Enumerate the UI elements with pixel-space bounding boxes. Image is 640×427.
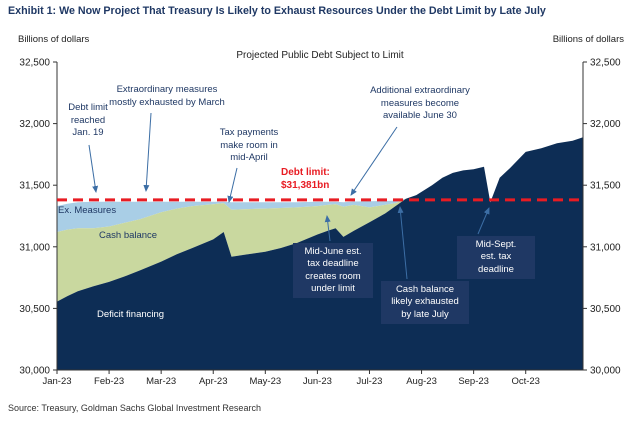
y-tick-label-left: 31,000 — [19, 242, 50, 253]
y-tick-label-left: 30,000 — [19, 366, 50, 377]
chart-title: Projected Public Debt Subject to Limit — [236, 50, 404, 61]
annotation-cash-exhausted: Cash balance likely exhausted by late Ju… — [381, 281, 469, 325]
annotation-arrow — [143, 112, 152, 192]
y-tick-label-right: 31,000 — [590, 242, 621, 253]
annotation-midsept-tax-deadline: Mid-Sept. est. tax deadline — [457, 236, 535, 280]
y-tick-label-right: 32,000 — [590, 119, 621, 130]
debt-limit-callout: Debt limit: $31,381bn — [281, 167, 330, 191]
y-tick-label-left: 32,000 — [19, 119, 50, 130]
y-axis-unit-right: Billions of dollars — [552, 34, 624, 45]
x-tick-label: Jun-23 — [303, 376, 332, 387]
annotation-debt-limit-reached: Debt limit reached Jan. 19 — [68, 102, 108, 139]
x-tick-label: Jul-23 — [357, 376, 383, 387]
y-tick-label-right: 31,500 — [590, 181, 621, 192]
area-label-cash-balance: Cash balance — [99, 230, 158, 241]
x-tick-label: Feb-23 — [94, 376, 124, 387]
area-cash-balance — [57, 137, 583, 302]
x-tick-label: Sep-23 — [458, 376, 489, 387]
exhibit-title: Exhibit 1: We Now Project That Treasury … — [8, 5, 546, 17]
x-tick-label: Mar-23 — [146, 376, 176, 387]
source-note: Source: Treasury, Goldman Sachs Global I… — [8, 403, 261, 413]
y-tick-label-right: 32,500 — [590, 58, 621, 69]
annotation-arrow — [324, 215, 331, 242]
annotation-arrow — [397, 206, 408, 280]
annotation-tax-payments: Tax payments make room in mid-April — [219, 127, 279, 164]
x-tick-label: May-23 — [249, 376, 281, 387]
area-label-ex-measures: Ex. Measures — [58, 205, 117, 216]
area-ex-measures — [57, 137, 583, 232]
y-tick-label-right: 30,500 — [590, 304, 621, 315]
y-tick-label-left: 31,500 — [19, 181, 50, 192]
y-tick-label-right: 30,000 — [590, 366, 621, 377]
x-tick-label: Oct-23 — [511, 376, 540, 387]
annotation-arrow — [227, 167, 238, 203]
annotation-additional-extraordinary-measures: Additional extraordinary measures become… — [370, 85, 470, 122]
y-tick-label-left: 30,500 — [19, 304, 50, 315]
x-tick-label: Apr-23 — [199, 376, 228, 387]
x-tick-label: Jan-23 — [42, 376, 71, 387]
annotation-extraordinary-measures: Extraordinary measures mostly exhausted … — [109, 84, 225, 108]
x-tick-label: Aug-23 — [406, 376, 437, 387]
annotation-midjune-tax-deadline: Mid-June est. tax deadline creates room … — [293, 243, 373, 299]
area-label-deficit-financing: Deficit financing — [97, 309, 165, 320]
annotation-arrow — [350, 126, 398, 196]
annotation-arrow — [477, 207, 490, 235]
y-axis-unit-left: Billions of dollars — [18, 34, 90, 45]
annotation-arrow — [88, 144, 99, 193]
y-tick-label-left: 32,500 — [19, 58, 50, 69]
